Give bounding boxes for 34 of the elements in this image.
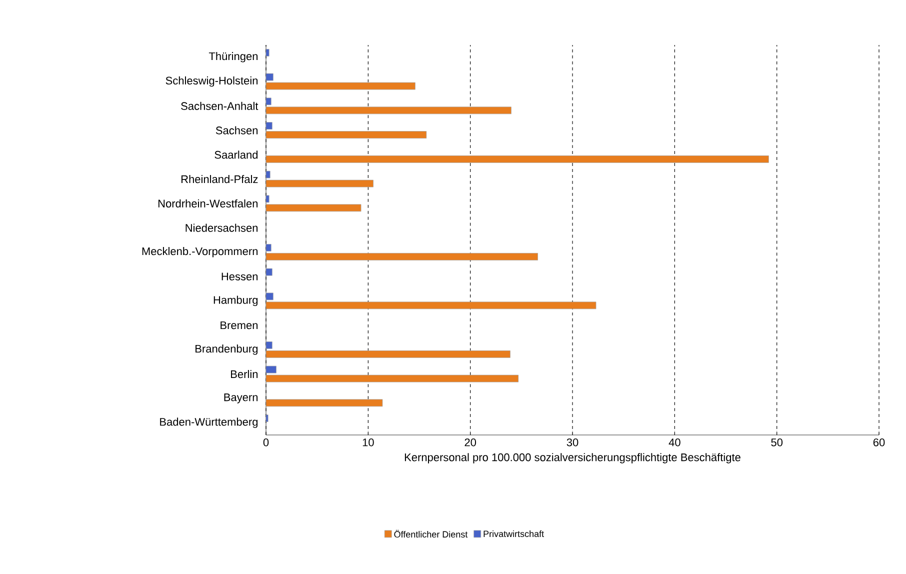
bar — [266, 350, 510, 358]
x-axis-title: Kernpersonal pro 100.000 sozialversicherungspflichtigte Beschäftigte — [404, 453, 740, 464]
x-tick-label: 50 — [771, 438, 783, 446]
legend-label: Öffentlicher Dienst — [394, 530, 468, 538]
legend-label: Privatwirtschaft — [484, 530, 544, 538]
y-tick-label: Brandenburg — [196, 344, 258, 355]
y-tick-label: Saarland — [214, 150, 258, 159]
bar — [266, 204, 362, 212]
bar — [266, 399, 383, 407]
y-tick-label: Thüringen — [208, 52, 258, 62]
x-tick-label: 60 — [873, 438, 885, 446]
x-tick-label: 20 — [464, 438, 476, 446]
y-tick-label: Sachsen — [216, 126, 258, 134]
x-tick-label: 30 — [566, 438, 578, 446]
y-tick-label: Sachsen-Anhalt — [181, 102, 258, 110]
y-tick-label: Bremen — [220, 321, 258, 330]
x-tick-label: 0 — [263, 438, 269, 446]
y-tick-label: Niedersachsen — [186, 224, 258, 232]
x-tick-label: 10 — [362, 438, 374, 446]
y-tick-label: Bayern — [224, 394, 258, 404]
y-tick-label: Schleswig-Holstein — [166, 76, 258, 87]
y-tick-label: Nordrhein-Westfalen — [158, 199, 258, 208]
y-tick-label: Berlin — [231, 370, 258, 378]
y-tick-label: Rheinland-Pfalz — [181, 175, 258, 184]
y-tick-label: Hamburg — [214, 296, 258, 306]
bar — [266, 131, 427, 138]
y-tick-label: Hessen — [222, 272, 258, 280]
y-tick-label: Baden-Württemberg — [160, 418, 258, 428]
y-tick-label: Mecklenb.-Vorpommern — [142, 247, 258, 258]
bar — [266, 302, 596, 310]
bar — [266, 106, 512, 114]
bar — [266, 155, 769, 163]
bar — [266, 252, 538, 260]
x-tick-label: 40 — [668, 438, 680, 446]
